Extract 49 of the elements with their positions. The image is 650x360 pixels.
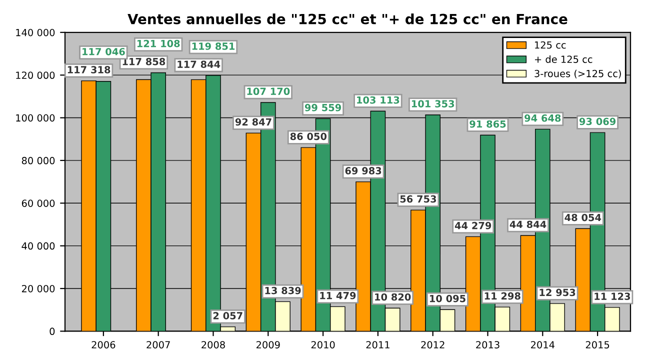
data-label: 94 648 — [524, 114, 561, 122]
data-label: 2 057 — [213, 312, 242, 320]
y-tick-label: 0 — [50, 328, 55, 336]
data-label: 11 123 — [594, 292, 630, 300]
data-label: 119 851 — [192, 42, 235, 50]
x-tick-label: 2014 — [530, 341, 554, 348]
data-label: 48 054 — [564, 214, 602, 222]
data-label: 101 353 — [412, 100, 454, 108]
x-tick-label: 2011 — [366, 341, 390, 348]
chart-title: Ventes annuelles de "125 cc" et "+ de 125 cc" en France — [128, 14, 568, 24]
data-label: 103 113 — [357, 96, 400, 104]
data-label: 92 847 — [235, 118, 272, 126]
legend-label: 125 cc — [535, 41, 566, 49]
x-tick-label: 2007 — [146, 341, 170, 348]
legend-label: 3-roues (>125 cc) — [534, 70, 621, 78]
data-label: 99 559 — [304, 104, 342, 112]
data-label: 107 170 — [247, 88, 290, 96]
x-tick-label: 2006 — [92, 341, 116, 348]
x-tick-label: 2012 — [421, 341, 444, 348]
y-tick-label: 140 000 — [16, 28, 55, 36]
y-tick-label: 100 000 — [16, 114, 55, 122]
x-tick-label: 2008 — [202, 341, 225, 348]
data-label: 93 069 — [579, 118, 616, 126]
x-tick-label: 2009 — [256, 341, 280, 348]
data-label: 44 279 — [454, 222, 492, 230]
y-tick-label: 120 000 — [16, 72, 55, 79]
legend-label: + de 125 cc — [534, 55, 592, 63]
y-tick-label: 40 000 — [22, 242, 55, 250]
y-tick-label: 20 000 — [22, 284, 55, 292]
data-label: 117 318 — [68, 66, 110, 74]
data-label: 11 479 — [320, 292, 356, 300]
data-label: 12 953 — [540, 288, 576, 296]
x-tick-label: 2015 — [586, 341, 610, 348]
data-label: 10 095 — [430, 294, 466, 302]
x-tick-label: 2013 — [476, 341, 500, 348]
data-label: 13 839 — [265, 286, 301, 294]
data-label: 44 844 — [510, 220, 546, 228]
y-tick-label: 60 000 — [22, 200, 55, 207]
data-label: 56 753 — [400, 195, 436, 203]
data-label: 69 983 — [345, 167, 382, 174]
data-label: 117 844 — [178, 60, 220, 68]
data-label: 10 820 — [375, 293, 411, 301]
data-label: 11 298 — [484, 292, 520, 300]
data-label: 91 865 — [470, 120, 506, 128]
data-label: 86 050 — [290, 132, 327, 140]
data-label: 117 046 — [82, 48, 125, 56]
y-tick-label: 80 000 — [22, 156, 55, 164]
x-tick-label: 2010 — [311, 341, 335, 348]
data-label: 121 108 — [137, 40, 180, 48]
